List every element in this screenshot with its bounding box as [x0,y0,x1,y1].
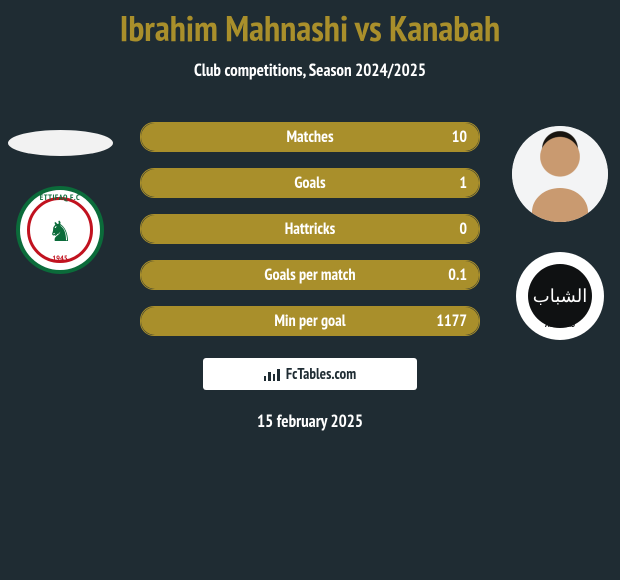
watermark: FcTables.com [203,358,417,390]
stat-bar: Goals per match 0.1 [140,260,480,290]
stat-bar: Hattricks 0 [140,214,480,244]
club1-year: 1945 [52,254,67,264]
subtitle: Club competitions, Season 2024/2025 [0,59,620,81]
stat-bar: Matches 10 [140,122,480,152]
stat-name: Goals [294,173,325,193]
stat-name: Goals per match [264,265,355,285]
player1-avatar [8,130,113,156]
date-line: 15 february 2025 [0,410,620,432]
club1-horse-icon: ♞ [47,212,72,249]
left-column: ETTIFAQ F.C ♞ 1945 [0,126,120,274]
player1-club-badge: ETTIFAQ F.C ♞ 1945 [16,186,104,274]
player2-avatar [512,126,608,222]
player2-face-icon [512,126,608,222]
page-title: Ibrahim Mahnashi vs Kanabah [0,0,620,51]
player2-club-badge: الشباب AlShabab [516,252,604,340]
club2-latin: AlShabab [545,319,575,330]
stat-name: Hattricks [285,219,335,239]
club1-label-top: ETTIFAQ F.C [40,193,80,203]
stat-value-right: 10 [452,127,467,147]
stat-name: Min per goal [274,311,345,331]
watermark-text: FcTables.com [286,365,356,384]
stat-value-right: 0 [459,219,467,239]
stat-value-right: 1 [459,173,467,193]
stat-value-right: 0.1 [448,265,467,285]
bar-chart-icon [264,367,280,381]
stat-name: Matches [286,127,333,147]
club2-arabic: الشباب [533,287,587,305]
stat-bars: Matches 10 Goals 1 Hattricks 0 Goals per match… [140,122,480,336]
stat-bar: Min per goal 1177 [140,306,480,336]
stat-bar: Goals 1 [140,168,480,198]
stat-value-right: 1177 [436,311,467,331]
right-column: الشباب AlShabab [500,126,620,340]
